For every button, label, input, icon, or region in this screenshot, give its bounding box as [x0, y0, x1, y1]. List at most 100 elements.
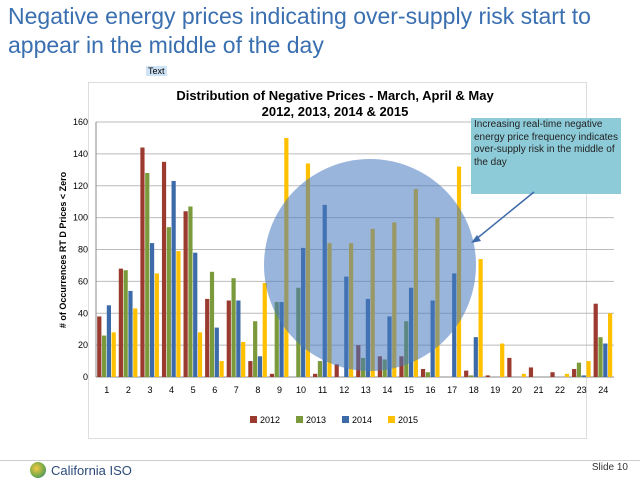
bar-2012-5	[183, 211, 188, 377]
y-axis-label: # of Occurrences RT D Prices < Zero	[58, 171, 68, 328]
bar-2012-20	[507, 357, 512, 377]
bar-2013-3	[145, 173, 150, 377]
y-tick-label: 140	[73, 149, 88, 159]
bar-2015-20	[521, 373, 526, 377]
x-tick-label: 8	[255, 385, 260, 395]
x-tick-label: 22	[555, 385, 565, 395]
annotation-arrow	[474, 191, 535, 241]
bar-2014-23	[581, 375, 586, 377]
y-tick-label: 40	[78, 308, 88, 318]
bar-2015-7	[241, 341, 246, 377]
bar-2014-4	[171, 180, 176, 377]
text-placeholder: Text	[146, 66, 167, 76]
bar-2013-5	[188, 206, 193, 377]
bar-2012-3	[140, 147, 145, 377]
bar-2014-3	[149, 243, 155, 377]
bar-2014-9	[279, 302, 284, 377]
bar-2015-6	[219, 361, 224, 377]
bar-2014-1	[106, 305, 111, 377]
x-tick-label: 7	[234, 385, 239, 395]
y-tick-label: 120	[73, 181, 88, 191]
bar-2012-6	[205, 298, 210, 377]
bar-2013-24	[598, 337, 603, 377]
bar-2014-6	[214, 327, 219, 377]
bar-2012-16	[420, 369, 426, 377]
bar-2012-23	[572, 369, 577, 377]
chart-subtitle: 2012, 2013, 2014 & 2015	[262, 104, 409, 119]
bar-2014-2	[128, 290, 133, 377]
bar-2012-8	[248, 361, 253, 377]
bar-2014-24	[603, 343, 608, 377]
arrow-head-icon	[471, 235, 481, 243]
x-tick-label: 23	[577, 385, 587, 395]
x-tick-label: 5	[191, 385, 196, 395]
bar-2013-2	[123, 270, 128, 377]
chart: Distribution of Negative Prices - March,…	[58, 88, 621, 425]
bar-2015-8	[262, 282, 267, 377]
highlight-circle	[264, 159, 476, 371]
x-tick-label: 13	[361, 385, 371, 395]
bar-2012-7	[226, 300, 231, 377]
bar-2015-1	[111, 332, 116, 377]
bar-2015-23	[586, 361, 591, 377]
legend-label-2014: 2014	[352, 415, 372, 425]
legend-swatch-2014	[342, 416, 349, 423]
annotation-box	[471, 118, 621, 194]
bar-2013-9	[274, 302, 279, 377]
legend-label-2012: 2012	[260, 415, 280, 425]
chart-title: Distribution of Negative Prices - March,…	[176, 88, 494, 103]
logo-text: California ISO	[51, 462, 132, 478]
bar-2014-7	[236, 300, 241, 377]
bar-2015-18	[478, 259, 483, 377]
y-tick-label: 20	[78, 340, 88, 350]
bar-2015-22	[564, 373, 570, 377]
x-tick-label: 17	[447, 385, 457, 395]
california-iso-logo-icon	[30, 462, 46, 478]
bar-2014-5	[193, 252, 198, 377]
bar-2013-7	[231, 278, 236, 377]
bar-2015-2	[133, 308, 138, 377]
bar-2012-2	[118, 268, 123, 377]
chart-frame	[88, 82, 587, 439]
y-tick-label: 100	[73, 213, 88, 223]
y-tick-label: 80	[78, 245, 88, 255]
bar-2014-8	[257, 356, 263, 377]
x-tick-label: 19	[490, 385, 500, 395]
bar-2015-19	[500, 343, 505, 377]
bar-2012-1	[97, 316, 102, 377]
bar-2013-8	[253, 321, 258, 377]
x-tick-label: 14	[382, 385, 392, 395]
legend-swatch-2013	[296, 416, 303, 423]
annotation-text: Increasing real-time negative energy pri…	[474, 119, 618, 168]
bar-2013-18	[468, 375, 474, 377]
bar-2012-4	[161, 161, 167, 377]
x-tick-label: 20	[512, 385, 522, 395]
y-tick-label: 160	[73, 117, 88, 127]
x-tick-label: 6	[212, 385, 217, 395]
bar-2012-21	[528, 367, 534, 377]
bar-2015-3	[154, 273, 159, 377]
bar-2013-1	[101, 335, 107, 377]
bar-2012-22	[550, 372, 555, 377]
x-tick-label: 11	[318, 385, 327, 395]
x-tick-label: 18	[469, 385, 479, 395]
x-tick-label: 21	[533, 385, 543, 395]
x-tick-label: 24	[598, 385, 608, 395]
bar-2014-18	[473, 337, 478, 377]
bar-2013-16	[425, 372, 430, 377]
legend-swatch-2015	[388, 416, 395, 423]
x-tick-label: 12	[339, 385, 349, 395]
x-tick-label: 9	[277, 385, 282, 395]
x-tick-label: 10	[296, 385, 306, 395]
bar-2013-23	[576, 362, 582, 377]
bar-2013-4	[166, 227, 171, 377]
x-tick-label: 4	[169, 385, 174, 395]
x-tick-label: 15	[404, 385, 414, 395]
bar-2013-11	[317, 361, 323, 377]
x-tick-label: 2	[126, 385, 131, 395]
logo: California ISO	[30, 462, 132, 478]
bar-2012-19	[485, 375, 490, 377]
bar-2012-12	[334, 364, 339, 377]
x-tick-label: 3	[147, 385, 152, 395]
slide-title: Negative energy prices indicating over-s…	[8, 3, 591, 58]
